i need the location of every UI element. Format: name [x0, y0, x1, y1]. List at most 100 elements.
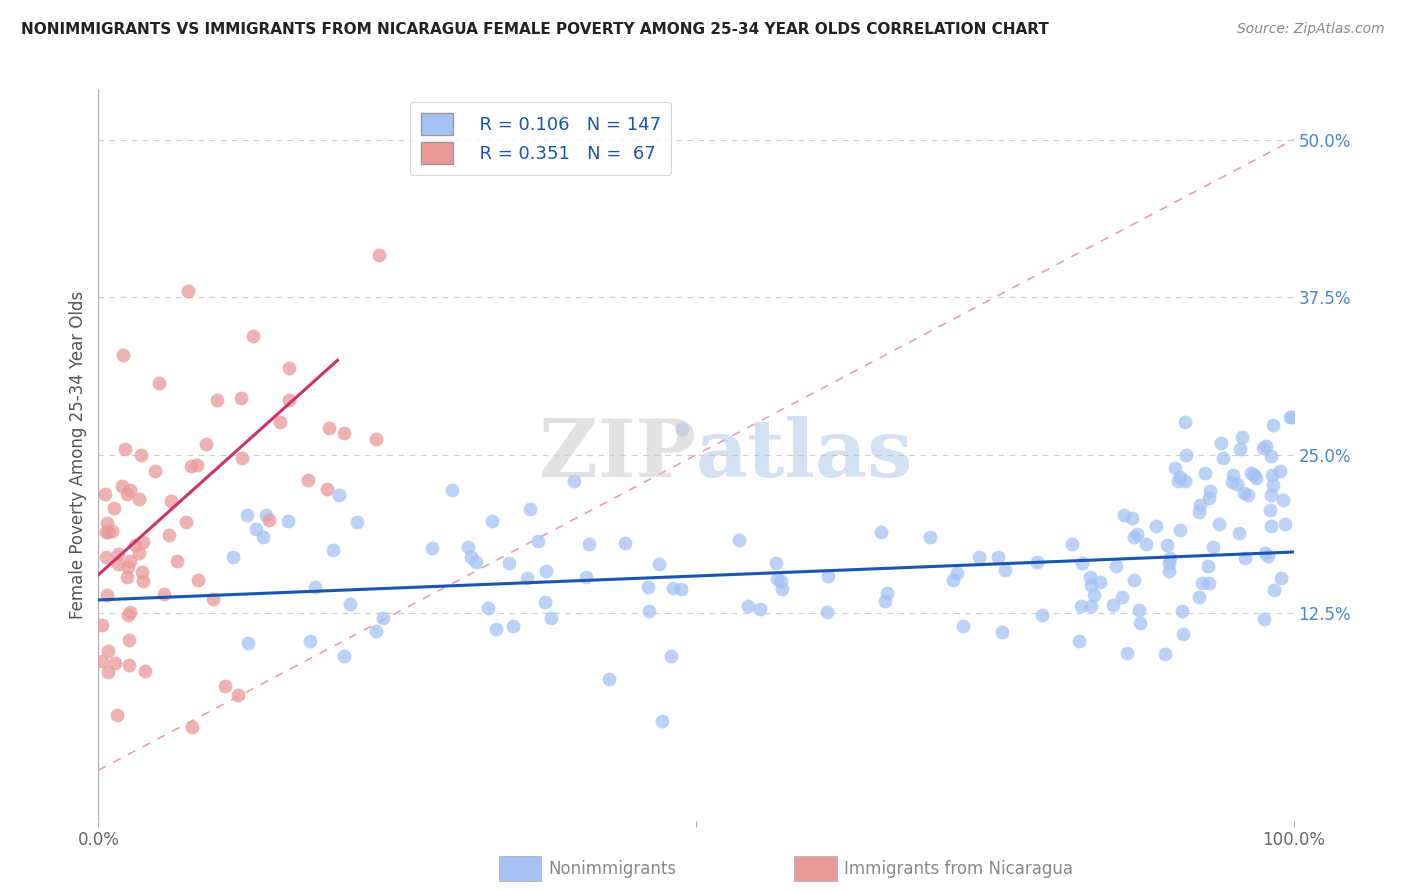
- Point: [120, 483, 142, 498]
- Point: [118, 658, 141, 673]
- Point: [1281, 410, 1303, 425]
- Point: [257, 513, 280, 527]
- Point: [1088, 575, 1111, 590]
- Point: [297, 473, 319, 487]
- Point: [1258, 502, 1281, 516]
- Point: [460, 550, 482, 565]
- Point: [1198, 576, 1220, 591]
- Point: [1129, 616, 1152, 631]
- Point: [117, 559, 139, 574]
- Point: [101, 524, 124, 539]
- Point: [145, 464, 167, 478]
- Point: [1208, 517, 1230, 532]
- Point: [671, 422, 693, 436]
- Point: [598, 672, 620, 686]
- Point: [94, 486, 117, 500]
- Point: [236, 636, 259, 650]
- Point: [1170, 523, 1192, 537]
- Point: [1156, 538, 1178, 552]
- Point: [1230, 430, 1253, 444]
- Point: [1274, 517, 1296, 532]
- Point: [245, 521, 267, 535]
- Point: [1174, 475, 1197, 489]
- Point: [1114, 508, 1136, 522]
- Point: [1062, 537, 1084, 551]
- Point: [367, 247, 389, 261]
- Point: [105, 707, 128, 722]
- Point: [1070, 556, 1092, 570]
- Point: [97, 524, 120, 539]
- Point: [737, 599, 759, 614]
- Point: [205, 392, 228, 407]
- Point: [1070, 599, 1092, 613]
- Point: [339, 597, 361, 611]
- Point: [1279, 410, 1302, 425]
- Point: [1260, 449, 1282, 463]
- Point: [1198, 483, 1220, 498]
- Point: [441, 483, 464, 497]
- Point: [174, 515, 197, 529]
- Point: [967, 550, 990, 565]
- Point: [1212, 450, 1234, 465]
- Point: [766, 573, 789, 587]
- Text: Source: ZipAtlas.com: Source: ZipAtlas.com: [1237, 22, 1385, 37]
- Point: [481, 514, 503, 528]
- Point: [769, 574, 792, 588]
- Point: [562, 475, 585, 489]
- Point: [1102, 599, 1125, 613]
- Point: [201, 592, 224, 607]
- Point: [942, 573, 965, 587]
- Point: [1261, 478, 1284, 492]
- Point: [187, 573, 209, 587]
- Point: [96, 524, 118, 539]
- Point: [97, 644, 120, 658]
- Point: [117, 608, 139, 623]
- Legend:   R = 0.106   N = 147,   R = 0.351   N =  67: R = 0.106 N = 147, R = 0.351 N = 67: [409, 102, 672, 175]
- Point: [107, 547, 129, 561]
- Point: [770, 582, 793, 596]
- Point: [1189, 498, 1212, 512]
- Point: [1174, 448, 1197, 462]
- Point: [269, 415, 291, 429]
- Point: [1123, 574, 1146, 588]
- Point: [128, 491, 150, 506]
- Point: [132, 534, 155, 549]
- Point: [134, 664, 156, 678]
- Point: [1083, 588, 1105, 602]
- Point: [869, 524, 891, 539]
- Point: [477, 601, 499, 615]
- Point: [1031, 608, 1053, 623]
- Point: [1191, 575, 1213, 590]
- Point: [637, 580, 659, 594]
- Point: [498, 557, 520, 571]
- Y-axis label: Female Poverty Among 25-34 Year Olds: Female Poverty Among 25-34 Year Olds: [69, 291, 87, 619]
- Point: [333, 426, 356, 441]
- Point: [748, 602, 770, 616]
- Point: [519, 502, 541, 516]
- Point: [534, 595, 557, 609]
- Point: [115, 487, 138, 501]
- Point: [160, 494, 183, 508]
- Point: [873, 594, 896, 608]
- Point: [96, 588, 118, 602]
- Point: [457, 540, 479, 554]
- Point: [304, 580, 326, 594]
- Point: [1261, 417, 1284, 432]
- Point: [1188, 505, 1211, 519]
- Point: [994, 562, 1017, 576]
- Point: [333, 648, 356, 663]
- Point: [117, 570, 139, 584]
- Point: [1229, 442, 1251, 456]
- Point: [1159, 550, 1181, 565]
- Point: [107, 558, 129, 572]
- Point: [1260, 468, 1282, 483]
- Point: [651, 714, 673, 729]
- Point: [502, 618, 524, 632]
- Point: [104, 656, 127, 670]
- Point: [114, 442, 136, 456]
- Point: [96, 549, 118, 564]
- Point: [120, 554, 142, 568]
- Point: [1069, 633, 1091, 648]
- Point: [124, 538, 146, 552]
- Point: [148, 376, 170, 390]
